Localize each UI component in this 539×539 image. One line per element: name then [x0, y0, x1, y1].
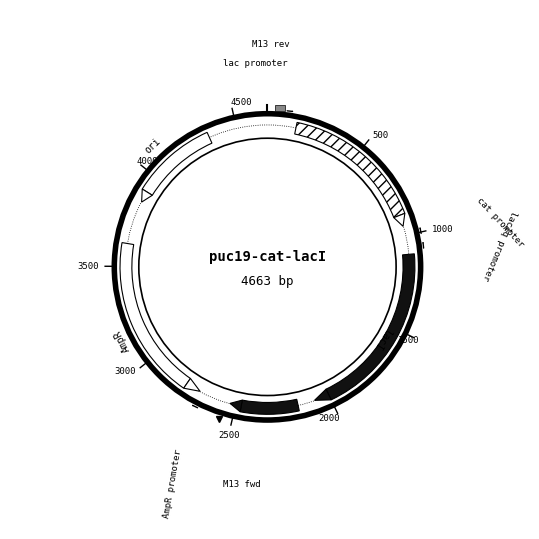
Wedge shape	[326, 254, 415, 400]
Wedge shape	[295, 122, 405, 218]
FancyArrowPatch shape	[287, 111, 293, 112]
Wedge shape	[240, 399, 299, 414]
Text: cat promoter: cat promoter	[475, 196, 526, 249]
Text: 2500: 2500	[219, 431, 240, 440]
Text: 4000: 4000	[136, 157, 158, 166]
Text: M13 fwd: M13 fwd	[223, 480, 261, 489]
Text: ori: ori	[142, 136, 162, 155]
Text: 1000: 1000	[432, 225, 453, 234]
Wedge shape	[120, 243, 190, 388]
Polygon shape	[184, 378, 200, 391]
Text: M13 rev: M13 rev	[252, 40, 289, 50]
Text: 4663 bp: 4663 bp	[241, 275, 294, 288]
Text: lacI: lacI	[372, 326, 393, 351]
Text: 3000: 3000	[114, 367, 135, 376]
Text: AmpR: AmpR	[112, 328, 132, 353]
Polygon shape	[142, 189, 153, 202]
Text: puc19-cat-lacI: puc19-cat-lacI	[209, 250, 326, 264]
Text: lac promoter: lac promoter	[223, 59, 288, 68]
FancyArrowPatch shape	[423, 243, 424, 248]
FancyBboxPatch shape	[275, 105, 286, 111]
Text: 2000: 2000	[319, 414, 340, 423]
FancyArrowPatch shape	[420, 228, 421, 233]
Text: 4500: 4500	[231, 98, 252, 107]
Text: AmpR promoter: AmpR promoter	[162, 449, 183, 520]
FancyArrowPatch shape	[193, 405, 198, 408]
Polygon shape	[394, 213, 405, 226]
Text: 3500: 3500	[78, 262, 99, 271]
Text: lacIq promoter: lacIq promoter	[481, 209, 519, 281]
Polygon shape	[315, 389, 331, 400]
Wedge shape	[142, 133, 212, 195]
Text: 1500: 1500	[398, 336, 419, 345]
Text: 500: 500	[372, 130, 389, 140]
Polygon shape	[230, 400, 243, 412]
